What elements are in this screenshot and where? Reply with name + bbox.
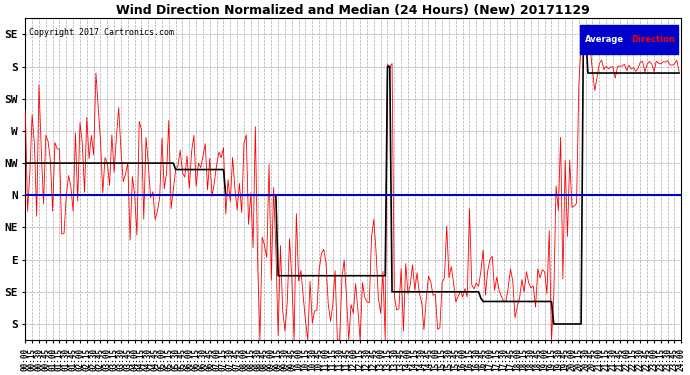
Text: Copyright 2017 Cartronics.com: Copyright 2017 Cartronics.com: [28, 28, 174, 37]
Text: Direction: Direction: [631, 35, 676, 44]
Title: Wind Direction Normalized and Median (24 Hours) (New) 20171129: Wind Direction Normalized and Median (24…: [117, 4, 590, 17]
Bar: [629, 25, 678, 54]
Text: Average: Average: [584, 35, 624, 44]
Bar: [580, 25, 629, 54]
